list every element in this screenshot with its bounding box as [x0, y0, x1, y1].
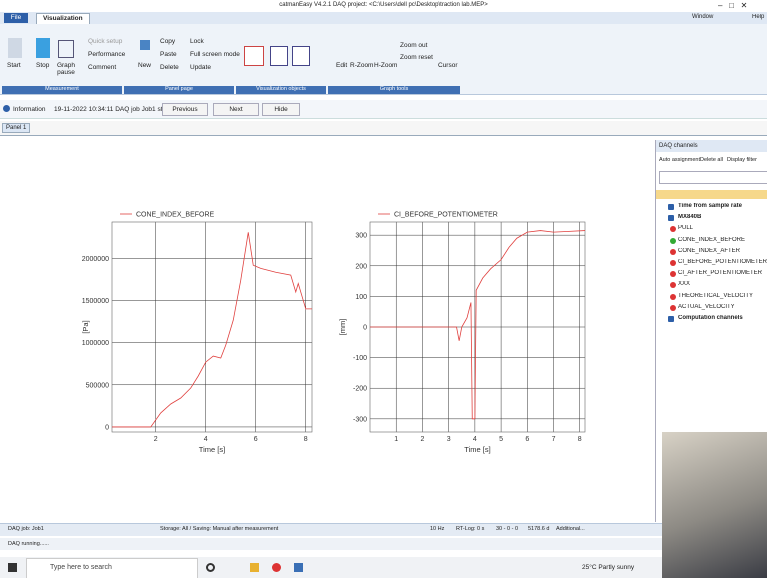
- x-tick-label: 2: [154, 436, 158, 443]
- y-axis-label: [Pa]: [81, 320, 90, 333]
- legend-label: CONE_INDEX_BEFORE: [136, 212, 215, 219]
- status-rate: 10 Hz: [430, 526, 444, 532]
- y-tick-label: 0: [363, 325, 367, 332]
- charts: 0 500000 1000000 1500000 2000000 2 4 6 8 Time [s]…: [0, 0, 767, 578]
- catman-icon[interactable]: [294, 563, 303, 572]
- app-window: catmanEasy V4.2.1 DAQ project: <C:\Users…: [0, 0, 767, 578]
- plot-frame: [112, 222, 312, 432]
- run-state: DAQ running......: [8, 541, 49, 547]
- x-tick-label: 4: [473, 436, 477, 443]
- y-tick-label: 0: [105, 424, 109, 431]
- status-time: 5178.6 d: [528, 526, 549, 532]
- status-additional[interactable]: Additional...: [556, 526, 585, 532]
- x-tick-label: 5: [499, 436, 503, 443]
- status-counts: 30 - 0 - 0: [496, 526, 518, 532]
- x-axis-label: Time [s]: [464, 445, 490, 454]
- status-job: DAQ job: Job1: [8, 526, 44, 532]
- weather: 25°C Partly sunny: [582, 564, 634, 571]
- explorer-icon[interactable]: [250, 563, 259, 572]
- data-line: [370, 231, 585, 419]
- y-tick-label: 2000000: [82, 256, 109, 263]
- data-line: [112, 232, 312, 427]
- x-tick-label: 1: [394, 436, 398, 443]
- x-tick-label: 7: [552, 436, 556, 443]
- search-placeholder[interactable]: Type here to search: [50, 564, 112, 571]
- webcam-feed: [662, 432, 767, 578]
- cortana-icon[interactable]: [206, 563, 215, 572]
- y-tick-label: 200: [355, 263, 367, 270]
- y-tick-label: 1500000: [82, 298, 109, 305]
- y-tick-label: 500000: [86, 382, 109, 389]
- status-rtlog: RT-Log: 0 s: [456, 526, 484, 532]
- y-tick-label: 100: [355, 294, 367, 301]
- y-tick-label: -100: [353, 355, 367, 362]
- y-axis-label: [mm]: [338, 319, 347, 336]
- x-tick-label: 6: [525, 436, 529, 443]
- run-bar: [0, 538, 662, 550]
- x-tick-label: 8: [578, 436, 582, 443]
- y-tick-label: -200: [353, 386, 367, 393]
- legend-label: CI_BEFORE_POTENTIOMETER: [394, 212, 498, 219]
- y-tick-label: 1000000: [82, 340, 109, 347]
- y-tick-label: 300: [355, 233, 367, 240]
- x-tick-label: 2: [420, 436, 424, 443]
- x-axis-label: Time [s]: [199, 445, 225, 454]
- x-tick-label: 8: [304, 436, 308, 443]
- x-tick-label: 3: [447, 436, 451, 443]
- status-storage: Storage: All / Saving: Manual after meas…: [160, 526, 278, 532]
- chrome-icon[interactable]: [272, 563, 281, 572]
- x-tick-label: 4: [204, 436, 208, 443]
- x-tick-label: 6: [254, 436, 258, 443]
- start-button[interactable]: [8, 563, 17, 572]
- y-tick-label: -300: [353, 416, 367, 423]
